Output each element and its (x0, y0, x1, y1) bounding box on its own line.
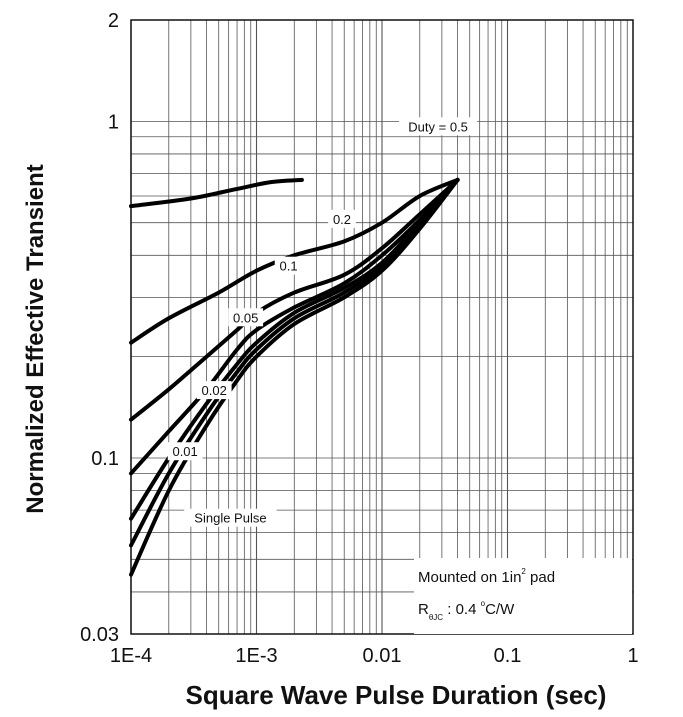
series-line (129, 177, 460, 521)
y-tick-label: 1 (108, 111, 119, 133)
curve-label: 0.1 (279, 259, 297, 274)
curve-label: 0.05 (233, 310, 258, 325)
plot-frame (130, 19, 634, 635)
series-line (129, 177, 460, 422)
tick-labels: 1E-4 1E-3 0.01 0.1 1 0.03 0.1 1 2 (80, 10, 639, 667)
curve-label-background (196, 381, 232, 400)
curve-label: Duty = 0.5 (408, 119, 468, 134)
curve-label: Single Pulse (194, 511, 266, 526)
x-tick-label: 1E-4 (110, 645, 152, 667)
annotation-line-1: Mounted on 1in2 pad (418, 567, 555, 586)
curve-label-background (167, 442, 203, 461)
series-line (129, 177, 460, 345)
series-line (129, 177, 460, 577)
annotation-background (414, 558, 632, 634)
curve-labels: Duty = 0.5 0.2 0.1 0.05 0.02 0.01 Single Pulse (167, 117, 478, 527)
curve-label-background (274, 256, 303, 275)
series-line (129, 177, 460, 476)
x-axis-title: Square Wave Pulse Duration (sec) (186, 680, 607, 710)
curve-label: 0.2 (333, 212, 351, 227)
y-axis-title: Normalized Effective Transient (22, 164, 49, 513)
series-line (129, 177, 304, 209)
grid (130, 19, 633, 635)
curve-label-background (184, 508, 277, 527)
curve-label: 0.01 (172, 444, 197, 459)
curve-label-background (399, 117, 478, 136)
x-tick-label: 1E-3 (235, 645, 277, 667)
x-tick-label: 1 (627, 645, 638, 667)
curve-label-background (228, 308, 264, 327)
mounting-annotation: Mounted on 1in2 pad RθJC : 0.4 oC/W (414, 558, 632, 634)
y-tick-label: 2 (108, 10, 119, 32)
curve-label: 0.02 (202, 383, 227, 398)
y-tick-label: 0.1 (91, 448, 119, 470)
curve-label-background (328, 209, 356, 228)
annotation-line-2: RθJC : 0.4 oC/W (418, 599, 515, 622)
y-tick-label: 0.03 (80, 624, 119, 646)
x-tick-label: 0.1 (494, 645, 522, 667)
x-tick-label: 0.01 (363, 645, 402, 667)
